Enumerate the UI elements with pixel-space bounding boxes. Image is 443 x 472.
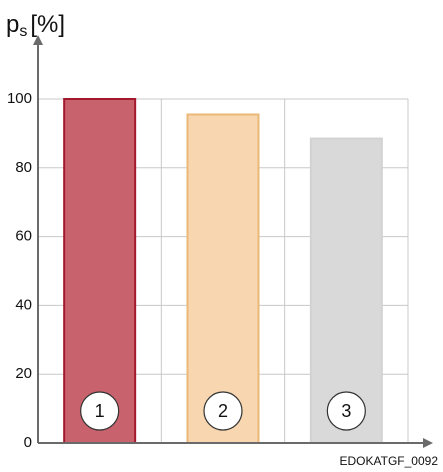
x-tick-label: 2: [218, 401, 228, 421]
y-axis-label: ps [%]: [6, 11, 65, 40]
bar: [63, 98, 137, 444]
y-tick-label: 0: [24, 434, 32, 451]
category-badge: [80, 391, 120, 431]
y-tick-label: 20: [15, 365, 32, 382]
plot-area: 0 20 40 60 80 100 1 2 3: [7, 90, 409, 451]
category-badge: [203, 391, 243, 431]
footnote: EDOKATGF_0092: [340, 454, 439, 468]
x-tick-label: 1: [95, 401, 105, 421]
x-tick-label: 3: [341, 401, 351, 421]
y-tick-label: 40: [15, 296, 32, 313]
y-tick-label: 60: [15, 228, 32, 245]
bar: [186, 113, 260, 444]
y-tick-label: 80: [15, 159, 32, 176]
category-badge: [326, 391, 366, 431]
y-tick-label: 100: [7, 90, 32, 107]
